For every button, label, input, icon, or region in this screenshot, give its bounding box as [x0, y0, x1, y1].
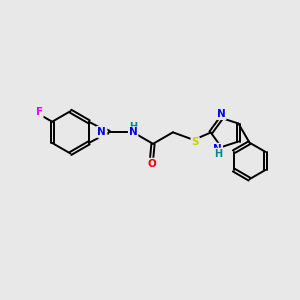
- Text: H: H: [129, 122, 137, 132]
- Text: N: N: [97, 127, 106, 137]
- Text: S: S: [191, 137, 199, 147]
- Text: N: N: [213, 144, 222, 154]
- Text: N: N: [217, 109, 226, 119]
- Text: F: F: [36, 107, 43, 117]
- Text: H: H: [214, 148, 222, 159]
- Text: O: O: [147, 158, 156, 169]
- Text: N: N: [129, 127, 137, 137]
- Text: S: S: [99, 128, 106, 138]
